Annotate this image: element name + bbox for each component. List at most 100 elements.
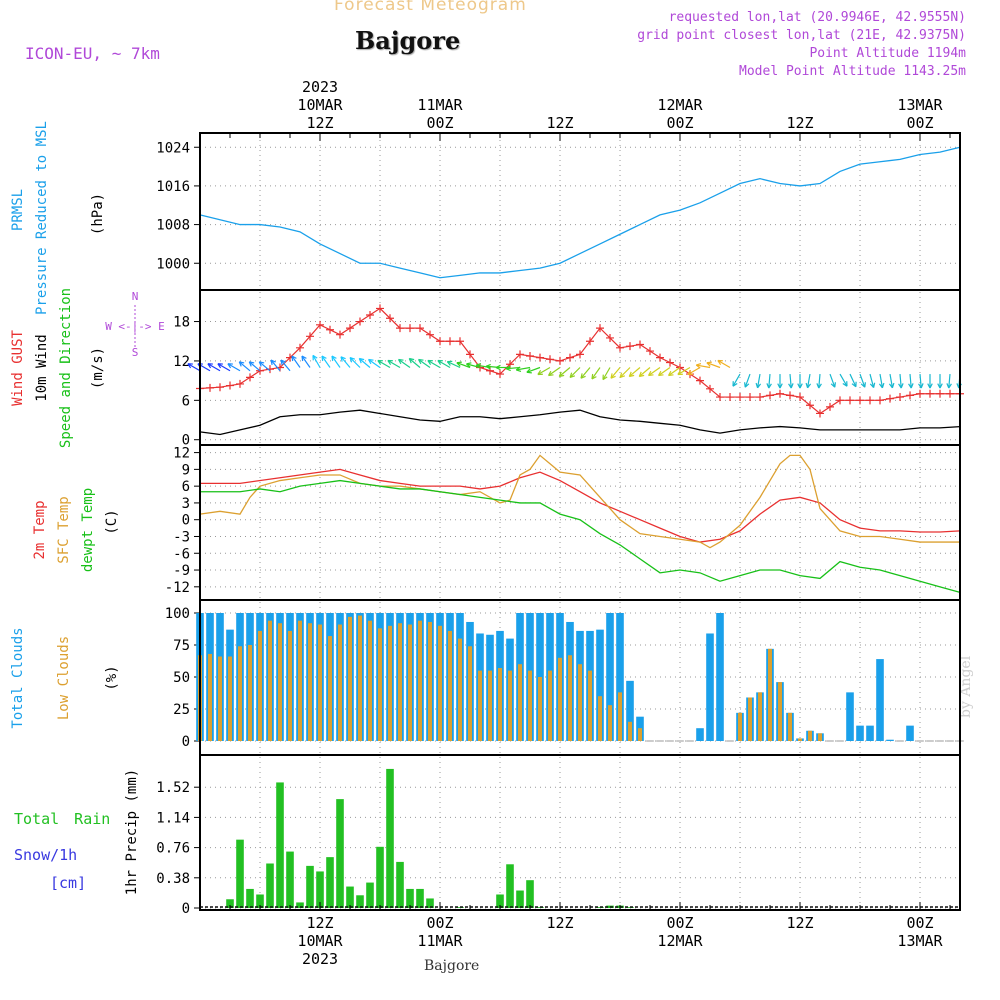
wind-arrow-head (580, 373, 586, 379)
wind-arrow-head (387, 359, 393, 366)
wind-label-speed-dir: Speed and Direction (58, 288, 74, 448)
gust-marker (596, 324, 604, 333)
wind-arrow-head (898, 383, 904, 389)
wind-arrow (312, 355, 321, 368)
cloud-low-bar (528, 670, 532, 741)
gust-marker (696, 376, 704, 385)
x-tick-label-bottom: 10MAR (297, 932, 343, 950)
cloud-total-bar (866, 725, 874, 741)
cloud-low-bar (288, 630, 292, 741)
gust-marker (946, 389, 954, 398)
precip-bar (426, 898, 434, 908)
gust-marker (716, 393, 724, 402)
cloud-low-bar (498, 668, 502, 741)
wind-arrow-head (946, 383, 952, 389)
cloud-low-bar (778, 682, 782, 741)
y-tick-label: 1.52 (156, 780, 190, 796)
y-tick-label: 100 (165, 606, 190, 622)
cloud-low-bar (378, 628, 382, 741)
wind-arrow (610, 367, 621, 379)
point-altitude: Point Altitude 1194m (809, 46, 966, 61)
cloud-low-bar (748, 697, 752, 741)
gust-marker (876, 396, 884, 405)
y-tick-label: -3 (173, 529, 190, 545)
wind-arrow-head (495, 364, 501, 371)
x-tick-label-bottom: 12Z (306, 914, 333, 932)
precip-bar (416, 888, 424, 908)
y-tick-label: 6 (182, 479, 190, 495)
wind-arrow (677, 366, 691, 376)
y-tick-label: 0 (182, 734, 190, 750)
cloud-low-bar (468, 646, 472, 741)
gust-marker (736, 393, 744, 402)
wind-arrow-head (888, 382, 895, 389)
cloud-low-bar (438, 625, 442, 741)
precip-bar (286, 851, 294, 908)
y-tick-label: 1000 (156, 256, 190, 272)
wind-arrow (358, 358, 371, 368)
precip-bar (236, 839, 244, 908)
cloud-low-bar (448, 630, 452, 741)
cloud-total-bar (906, 725, 914, 741)
wind-arrow (387, 359, 401, 369)
gust-marker (636, 340, 644, 349)
cloud-low-bar (258, 630, 262, 741)
cloud-unit: (%) (104, 665, 120, 690)
y-tick-label: 6 (182, 393, 190, 409)
wind-arrow (658, 367, 671, 377)
wind-arrow-head (717, 359, 723, 366)
wind-arrow (717, 359, 731, 369)
wind-arrow (456, 362, 471, 369)
wind-arrow (331, 355, 341, 368)
pressure-label-msl: Pressure Reduced to MSL (34, 121, 50, 315)
wind-arrow (744, 373, 751, 388)
cloud-low-bar (248, 645, 252, 741)
wind-arrow-head (816, 383, 822, 389)
wind-arrow (756, 373, 761, 388)
panel-frame-pressure (199, 132, 961, 291)
cloud-low-bar (638, 728, 642, 741)
temp-label-sfc: SFC Temp (56, 496, 72, 563)
cloud-low-bar (348, 616, 352, 741)
wind-arrow (849, 373, 857, 388)
cloud-total-bar (716, 613, 724, 741)
y-tick-label: 1008 (156, 218, 190, 234)
wind-arrow-head (418, 358, 424, 365)
gust-marker (906, 391, 914, 400)
gust-marker (586, 337, 594, 346)
precip-bar (296, 902, 304, 908)
cloud-low-bar (328, 636, 332, 741)
wind-arrow-head (805, 382, 812, 389)
precip-bar (526, 880, 534, 908)
wind-arrow-head (569, 372, 576, 378)
precip-bar (326, 857, 334, 908)
wind-arrow (238, 361, 251, 372)
wind-arrow (248, 361, 261, 372)
cloud-low-bar (758, 692, 762, 741)
x-tick-label-bottom: 12Z (546, 914, 573, 932)
wind-arrow-head (321, 355, 327, 362)
wind-arrow (628, 367, 641, 377)
wind-arrow (516, 366, 531, 371)
cloud-total-bar (846, 692, 854, 741)
cloud-low-bar (588, 670, 592, 741)
x-tick-label-bottom: 12MAR (657, 932, 703, 950)
wind-arrow (879, 373, 884, 388)
wind-arrow (919, 374, 922, 389)
wind-arrow-head (677, 369, 683, 376)
y-tick-label: 12 (173, 446, 190, 462)
wind-arrow (207, 363, 221, 372)
gust-marker (556, 356, 564, 365)
wind-arrow (806, 373, 811, 388)
wind-arrow (291, 355, 301, 368)
wind-arrow-head (515, 366, 522, 372)
precip-label-rain: Total Rain (14, 810, 110, 828)
y-tick-label: 12 (173, 354, 190, 370)
gust-marker (616, 343, 624, 352)
wind-arrow-head (312, 354, 318, 361)
cloud-total-bar (616, 613, 624, 741)
gust-marker (726, 393, 734, 402)
wind-arrow-head (368, 358, 374, 365)
wind-arrow-head (248, 361, 255, 367)
cloud-low-bar (398, 623, 402, 741)
